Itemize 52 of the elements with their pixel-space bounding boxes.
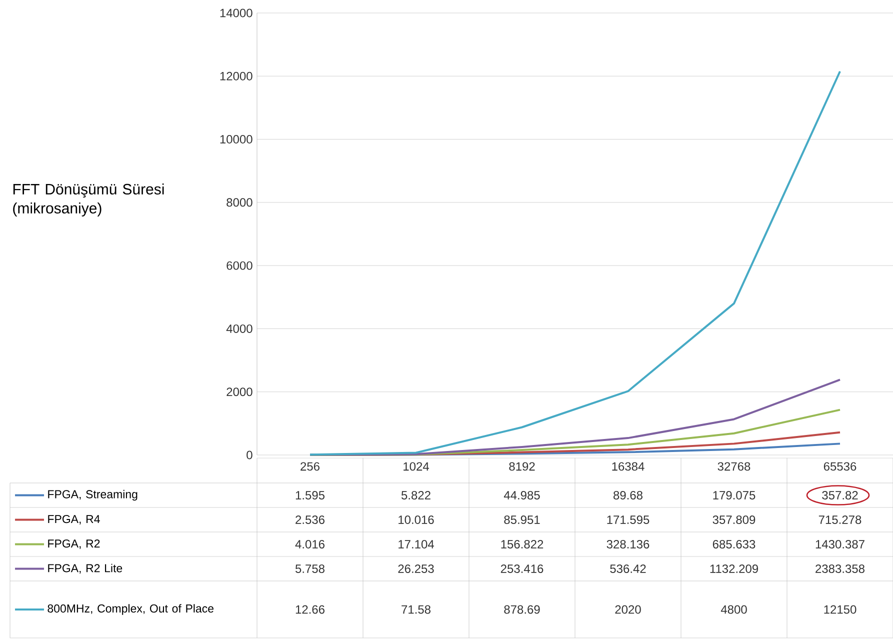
- data-label: 156.822: [501, 540, 544, 548]
- data-label: 2.536: [296, 515, 324, 524]
- x-tick-label: 32768: [718, 462, 750, 471]
- y-tick-label: 2000: [226, 388, 252, 396]
- data-label: 328.136: [606, 540, 650, 548]
- data-label: 17.104: [398, 540, 434, 548]
- data-label: 5.758: [295, 564, 324, 573]
- y-tick-label: 10000: [220, 135, 252, 144]
- data-label: 44.985: [504, 490, 540, 500]
- data-label: 4800: [720, 605, 747, 614]
- x-tick-label: 8192: [509, 462, 535, 471]
- data-label: 2383.358: [816, 564, 864, 573]
- x-tick-label: 256: [300, 462, 320, 471]
- legend-label: FPGA, R2 Lite: [48, 564, 122, 574]
- x-tick-label: 16384: [612, 462, 644, 471]
- data-label: 1430.387: [816, 540, 864, 548]
- y-tick-label: 12000: [220, 72, 252, 80]
- data-label: 12.66: [296, 605, 324, 614]
- data-label: 10.016: [398, 515, 434, 524]
- data-label: 1.595: [296, 490, 325, 500]
- y-tick-label: 0: [246, 450, 252, 460]
- line-series: [309, 378, 842, 456]
- data-label: 71.58: [402, 605, 430, 614]
- legend-label: 800MHz, Complex, Out of Place: [48, 604, 214, 615]
- y-tick-label: 8000: [226, 198, 252, 207]
- data-label: 1132.209: [710, 564, 758, 573]
- data-label: 715.278: [818, 515, 862, 524]
- legend-label: FPGA, R4: [48, 514, 100, 524]
- data-label: 685.633: [712, 540, 756, 548]
- data-label: 536.42: [610, 564, 646, 573]
- data-label: 89.68: [614, 490, 642, 500]
- x-tick-label: 65536: [824, 462, 856, 471]
- data-label: 171.595: [607, 515, 650, 524]
- data-label: 85.951: [504, 515, 540, 524]
- y-tick-label: 14000: [220, 8, 252, 18]
- line-series: [309, 70, 842, 456]
- data-label: 4.016: [295, 540, 324, 548]
- y-tick-label: 4000: [226, 324, 252, 333]
- data-label: 12150: [824, 605, 856, 614]
- legend-label: FPGA, Streaming: [48, 490, 138, 501]
- data-label: 878.69: [504, 605, 540, 614]
- data-label: 2020: [615, 605, 641, 614]
- data-label: 5.822: [401, 490, 430, 500]
- data-label: 26.253: [398, 564, 434, 573]
- y-axis-title: FFT Dönüşümü Süresi (mikrosaniye): [13, 183, 164, 216]
- y-tick-label: 6000: [226, 261, 252, 270]
- legend-label: FPGA, R2: [48, 539, 100, 549]
- data-label: 357.809: [712, 515, 756, 524]
- x-tick-label: 1024: [404, 462, 429, 471]
- data-label: 357.82: [822, 490, 858, 500]
- data-label: 253.416: [500, 564, 544, 573]
- data-label: 179.075: [713, 490, 756, 500]
